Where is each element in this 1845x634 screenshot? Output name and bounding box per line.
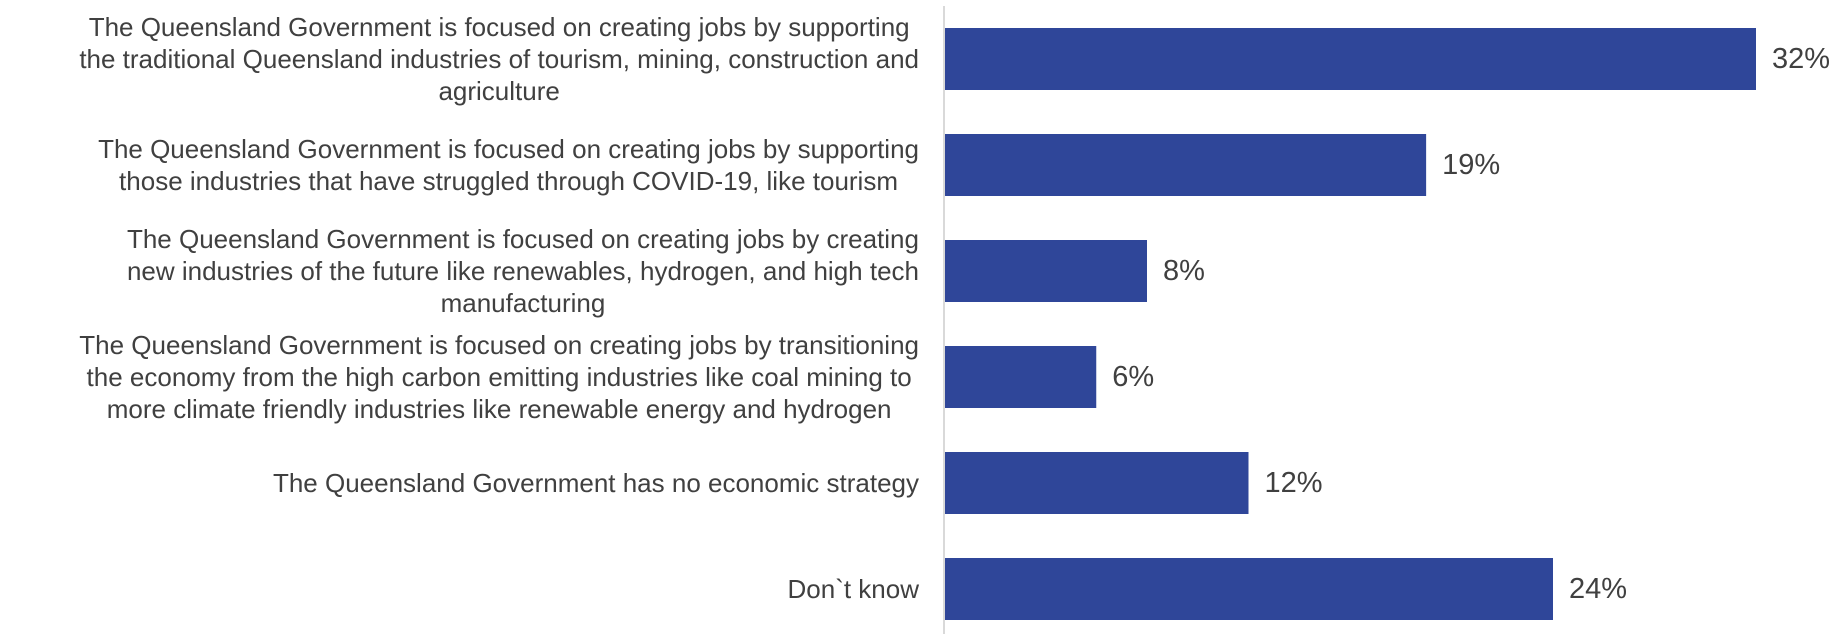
- category-label-line: Don`t know: [788, 574, 920, 604]
- category-label-line: agriculture: [438, 76, 559, 106]
- bar-4: [944, 346, 1097, 408]
- category-label-3: The Queensland Government is focused on …: [127, 224, 919, 318]
- bar-6: [944, 558, 1553, 620]
- category-label-line: those industries that have struggled thr…: [119, 166, 898, 196]
- category-label-line: manufacturing: [441, 288, 606, 318]
- value-label-4: 6%: [1112, 361, 1154, 393]
- value-label-1: 32%: [1772, 43, 1830, 75]
- value-label-6: 24%: [1569, 573, 1627, 605]
- category-label-line: The Queensland Government is focused on …: [89, 12, 910, 42]
- category-label-1: The Queensland Government is focused on …: [79, 12, 919, 106]
- value-label-2: 19%: [1442, 149, 1500, 181]
- category-label-5: The Queensland Government has no economi…: [273, 468, 919, 498]
- category-label-line: The Queensland Government is focused on …: [127, 224, 919, 254]
- category-label-line: more climate friendly industries like re…: [107, 394, 892, 424]
- category-label-4: The Queensland Government is focused on …: [79, 330, 919, 424]
- category-label-line: The Queensland Government is focused on …: [98, 134, 919, 164]
- category-labels: The Queensland Government is focused on …: [79, 12, 919, 604]
- category-label-line: new industries of the future like renewa…: [127, 256, 919, 286]
- category-label-line: the traditional Queensland industries of…: [79, 44, 919, 74]
- value-labels: 32% 19% 8% 6% 12% 24%: [1112, 43, 1830, 605]
- value-label-5: 12%: [1265, 467, 1323, 499]
- value-label-3: 8%: [1163, 255, 1205, 287]
- bar-5: [944, 452, 1249, 514]
- bar-2: [944, 134, 1427, 196]
- bar-1: [944, 28, 1756, 90]
- category-label-line: The Queensland Government has no economi…: [273, 468, 919, 498]
- category-label-line: the economy from the high carbon emittin…: [87, 362, 912, 392]
- category-label-line: The Queensland Government is focused on …: [79, 330, 919, 360]
- category-label-6: Don`t know: [788, 574, 920, 604]
- bars-layer: [944, 28, 1756, 620]
- bar-3: [944, 240, 1147, 302]
- category-label-2: The Queensland Government is focused on …: [98, 134, 919, 196]
